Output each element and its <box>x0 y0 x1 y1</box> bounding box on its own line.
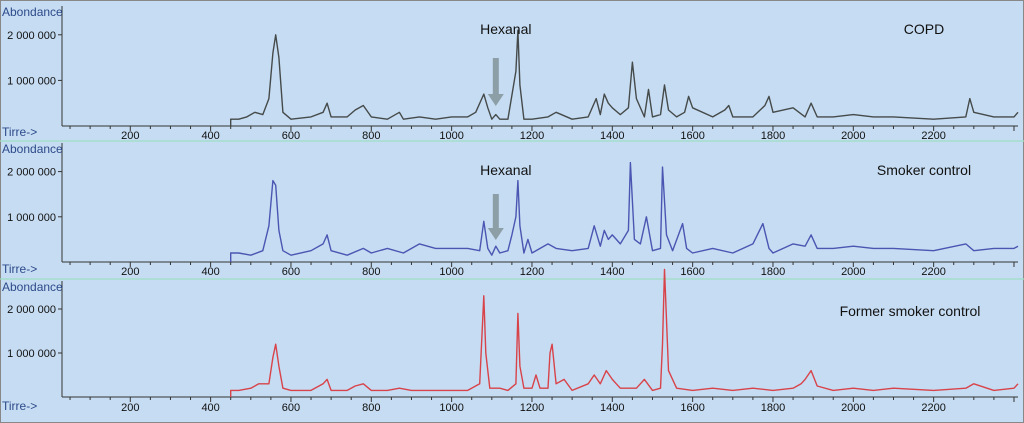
y-axis-label: Abondance <box>2 280 63 294</box>
x-tick-label: 1400 <box>600 130 624 142</box>
annotation-label: Hexanal <box>480 21 531 37</box>
x-tick-label: 600 <box>282 266 300 278</box>
x-axis-label: Tirre-> <box>2 125 37 139</box>
y-axis-label: Abondance <box>2 5 63 19</box>
x-tick-label: 200 <box>121 130 139 142</box>
panel-1: Abondance Tirre-> 2 000 000 1 000 000 200 400… <box>2 5 1019 142</box>
x-tick-label: 1200 <box>520 402 544 414</box>
y-tick-label: 1 000 000 <box>7 212 56 224</box>
x-tick-label: 2200 <box>921 402 945 414</box>
x-tick-label: 1600 <box>680 266 704 278</box>
x-tick-label: 400 <box>201 130 219 142</box>
x-tick-label: 1600 <box>680 402 704 414</box>
chromatogram-trace <box>230 268 1019 397</box>
x-tick-label: 200 <box>121 402 139 414</box>
x-tick-label: 600 <box>282 402 300 414</box>
x-tick-label: 1200 <box>520 130 544 142</box>
x-tick-label: 1800 <box>761 266 785 278</box>
panel-2: Abondance Tirre-> 2 000 000 1 000 000 200 400… <box>0 140 1024 278</box>
x-tick-label: 1400 <box>600 266 624 278</box>
x-tick-label: 1200 <box>520 266 544 278</box>
annotation-arrow-icon <box>487 194 504 240</box>
x-tick-label: 400 <box>201 402 219 414</box>
y-tick-label: 2 000 000 <box>7 304 56 316</box>
x-tick-label: 2000 <box>841 130 865 142</box>
x-tick-label: 2000 <box>841 402 865 414</box>
chromatogram-trace <box>230 161 1019 262</box>
y-tick-label: 1 000 000 <box>7 348 56 360</box>
x-tick-label: 2000 <box>841 266 865 278</box>
x-tick-label: 1800 <box>761 130 785 142</box>
annotation-arrow-icon <box>487 58 504 106</box>
x-tick-label: 400 <box>201 266 219 278</box>
x-tick-label: 200 <box>121 266 139 278</box>
x-tick-label: 800 <box>362 402 380 414</box>
y-tick-label: 1 000 000 <box>7 75 56 87</box>
y-tick-label: 2 000 000 <box>7 167 56 179</box>
x-tick-label: 1400 <box>600 402 624 414</box>
x-tick-label: 1000 <box>439 402 463 414</box>
x-axis-label: Tirre-> <box>2 262 37 276</box>
x-axis-label: Tirre-> <box>2 399 37 413</box>
x-tick-label: 1800 <box>761 402 785 414</box>
x-tick-label: 1000 <box>439 130 463 142</box>
panel-title: Former smoker control <box>840 303 981 319</box>
x-tick-label: 1000 <box>439 266 463 278</box>
x-tick-label: 800 <box>362 266 380 278</box>
x-tick-label: 1600 <box>680 130 704 142</box>
x-tick-label: 2200 <box>921 266 945 278</box>
panel-title: Smoker control <box>877 162 971 178</box>
y-tick-label: 2 000 000 <box>7 30 56 42</box>
y-axis-label: Abondance <box>2 142 63 156</box>
panel-3: Abondance Tirre-> 2 000 000 1 000 000 200 400… <box>0 268 1024 414</box>
panel-title: COPD <box>904 21 944 37</box>
chromatogram-trace <box>230 29 1019 126</box>
annotation-label: Hexanal <box>480 162 531 178</box>
x-tick-label: 800 <box>362 130 380 142</box>
x-tick-label: 600 <box>282 130 300 142</box>
x-tick-label: 2200 <box>921 130 945 142</box>
